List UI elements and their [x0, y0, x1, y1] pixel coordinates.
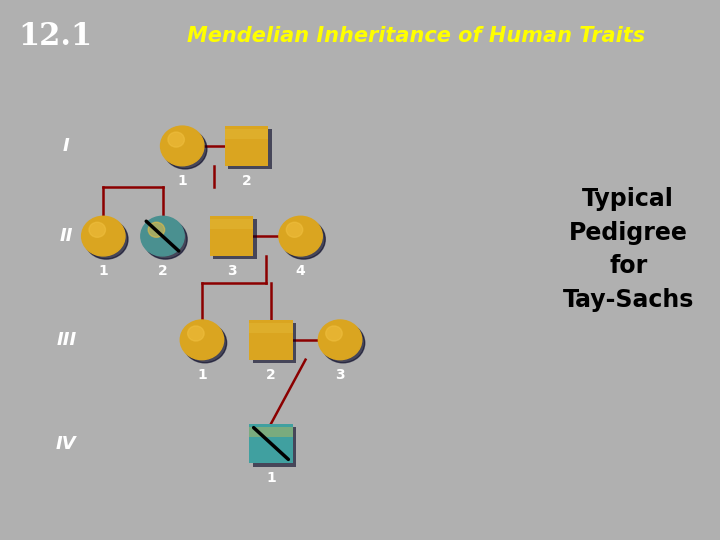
- Text: 2: 2: [158, 264, 167, 278]
- Text: 2: 2: [241, 174, 251, 188]
- Circle shape: [279, 217, 323, 256]
- Circle shape: [287, 222, 303, 237]
- Circle shape: [168, 132, 184, 147]
- FancyBboxPatch shape: [253, 427, 296, 467]
- Text: IV: IV: [56, 435, 76, 453]
- Circle shape: [321, 323, 365, 363]
- Circle shape: [81, 217, 125, 256]
- Circle shape: [144, 219, 187, 259]
- FancyBboxPatch shape: [210, 217, 253, 256]
- Circle shape: [161, 126, 204, 166]
- Text: II: II: [60, 227, 73, 245]
- FancyBboxPatch shape: [225, 129, 268, 139]
- Circle shape: [141, 217, 184, 256]
- Text: 12.1: 12.1: [19, 21, 93, 52]
- Text: Mendelian Inheritance of Human Traits: Mendelian Inheritance of Human Traits: [186, 26, 645, 46]
- Text: 2: 2: [266, 368, 276, 382]
- Text: 3: 3: [227, 264, 236, 278]
- FancyBboxPatch shape: [249, 320, 293, 360]
- Text: 4: 4: [296, 264, 305, 278]
- FancyBboxPatch shape: [210, 219, 253, 229]
- FancyBboxPatch shape: [213, 219, 257, 259]
- FancyBboxPatch shape: [228, 129, 271, 169]
- Circle shape: [318, 320, 361, 360]
- FancyBboxPatch shape: [253, 323, 296, 363]
- Text: 1: 1: [99, 264, 108, 278]
- Circle shape: [163, 129, 207, 169]
- FancyBboxPatch shape: [249, 323, 293, 333]
- Circle shape: [84, 219, 128, 259]
- Text: 3: 3: [336, 368, 345, 382]
- Circle shape: [325, 326, 342, 341]
- FancyBboxPatch shape: [225, 126, 268, 166]
- Circle shape: [89, 222, 106, 237]
- Text: I: I: [63, 137, 70, 155]
- Circle shape: [148, 222, 165, 237]
- Text: 1: 1: [177, 174, 187, 188]
- FancyBboxPatch shape: [249, 427, 293, 436]
- Circle shape: [282, 219, 325, 259]
- Text: Typical
Pedigree
for
Tay-Sachs: Typical Pedigree for Tay-Sachs: [562, 187, 694, 312]
- Circle shape: [183, 323, 227, 363]
- Text: 1: 1: [197, 368, 207, 382]
- Circle shape: [188, 326, 204, 341]
- Text: 1: 1: [266, 471, 276, 485]
- Text: III: III: [56, 331, 76, 349]
- FancyBboxPatch shape: [249, 424, 293, 463]
- Circle shape: [180, 320, 224, 360]
